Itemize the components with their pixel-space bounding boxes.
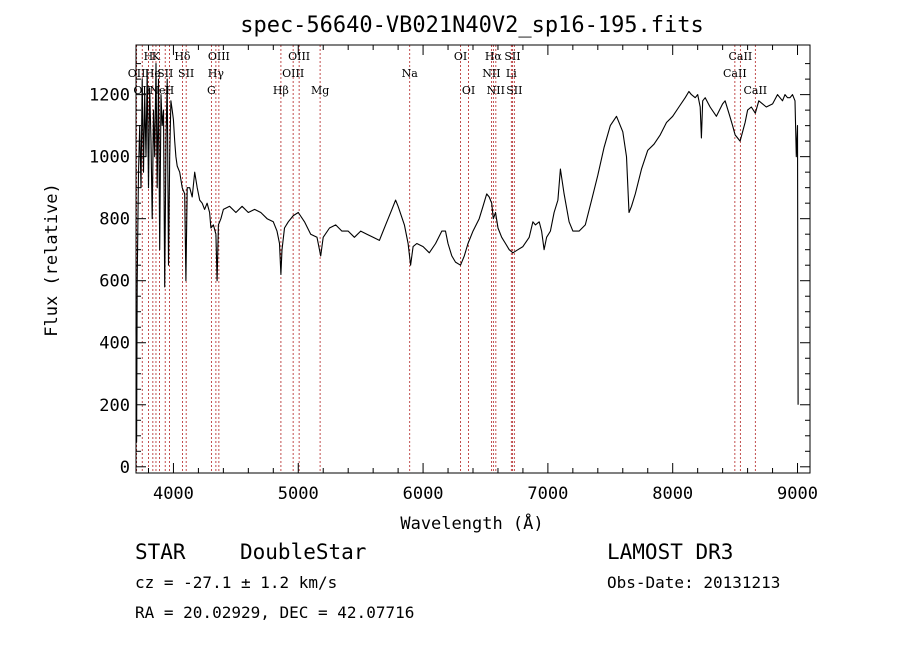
line-label-26: CaII [723, 67, 747, 80]
line-label-19: OI [462, 84, 475, 97]
y-tick-label: 400 [99, 334, 130, 354]
line-label-12: OIII [208, 50, 230, 63]
line-label-4: K [152, 50, 161, 63]
y-tick-label: 200 [99, 396, 130, 416]
x-axis-label: Wavelength (Å) [400, 512, 543, 534]
line-label-5: NeI [149, 84, 169, 97]
y-tick-label: 600 [99, 272, 130, 292]
y-tick-label: 1000 [89, 148, 130, 168]
line-label-2: H [144, 50, 154, 63]
line-label-3: He [145, 67, 161, 80]
y-tick-label: 800 [99, 210, 130, 230]
line-label-27: CaII [729, 50, 753, 63]
line-label-28: CaII [743, 84, 767, 97]
line-label-20: NII [482, 67, 500, 80]
line-label-9: SII [178, 67, 194, 80]
line-label-0: OII [128, 67, 146, 80]
x-tick-label: 4000 [153, 484, 194, 504]
line-label-23: Li [506, 67, 517, 80]
x-axis: 4000 5000 6000 7000 8000 9000 [147, 45, 818, 504]
redshift-value: cz = -27.1 ± 1.2 km/s [135, 573, 337, 592]
object-class: STAR [135, 540, 186, 564]
observation-date: Obs-Date: 20131213 [607, 573, 780, 592]
line-label-22: NII [487, 84, 505, 97]
coordinates: RA = 20.02929, DEC = 42.07716 [135, 603, 414, 622]
line-label-17: Na [402, 67, 419, 80]
x-tick-label: 6000 [403, 484, 444, 504]
x-tick-label: 5000 [278, 484, 319, 504]
line-label-18: OI [454, 50, 467, 63]
line-label-21: Hα [485, 50, 503, 63]
spectrum-line [135, 63, 799, 443]
line-label-24: SII [504, 50, 520, 63]
line-label-14: OIII [282, 67, 304, 80]
x-tick-label: 8000 [652, 484, 693, 504]
line-label-11: Hγ [208, 67, 225, 80]
spectral-line-markers [136, 45, 756, 473]
x-tick-label: 9000 [777, 484, 818, 504]
line-label-8: Hδ [174, 50, 191, 63]
line-label-6: SII [157, 67, 173, 80]
line-label-15: OIII [288, 50, 310, 63]
y-tick-label: 0 [120, 458, 130, 478]
survey-name: LAMOST DR3 [607, 540, 733, 564]
chart-title: spec-56640-VB021N40V2_sp16-195.fits [240, 13, 704, 38]
line-label-7: H [165, 84, 175, 97]
spectral-line-labels: OIIOIIHHeKNeISIIHHδSIIGHγOIIIHβOIIIOIIIM… [128, 50, 767, 97]
line-label-10: G [207, 84, 216, 97]
y-tick-label: 1200 [89, 86, 130, 106]
y-axis-label: Flux (relative) [42, 183, 62, 337]
line-label-16: Mg [311, 84, 329, 97]
x-tick-label: 7000 [527, 484, 568, 504]
object-subclass: DoubleStar [240, 540, 366, 564]
line-label-25: SII [506, 84, 522, 97]
line-label-13: Hβ [273, 84, 289, 97]
plot-frame [135, 44, 811, 474]
y-axis: 0 200 400 600 800 1000 1200 [89, 63, 810, 478]
